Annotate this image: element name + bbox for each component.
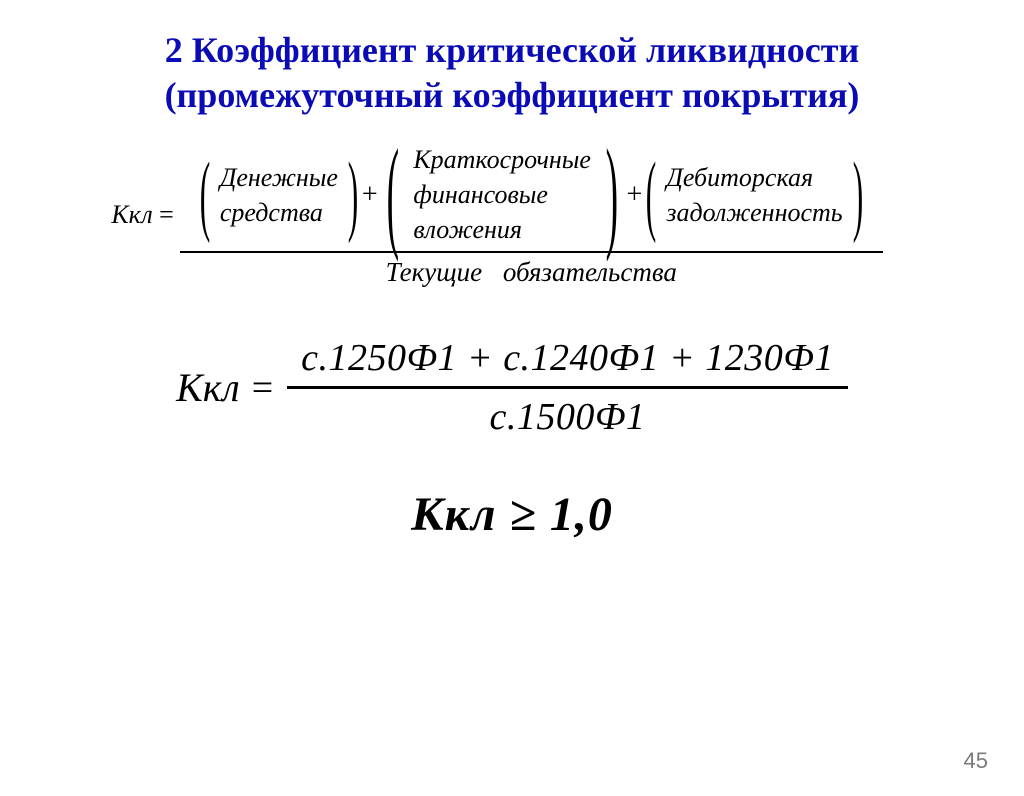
lparen-icon: ( <box>646 161 656 229</box>
formula1-denominator: Текущие обязательства <box>376 253 687 292</box>
title-line-2: (промежуточный коэффициент покрытия) <box>0 73 1024 118</box>
formula1-lhs: Ккл = <box>111 200 173 230</box>
formula1-fraction: ( Денежные средства ) + ( Краткосрочные … <box>180 138 883 292</box>
slide-title: 2 Коэффициент критической ликвидности (п… <box>0 28 1024 118</box>
term-receivables: ( Дебиторская задолженность ) <box>636 160 872 230</box>
formula-threshold: Ккл ≥ 1,0 <box>0 487 1024 542</box>
formula2-eq: = <box>252 366 273 410</box>
formula2-numerator: с.1250Ф1 + с.1240Ф1 + 1230Ф1 <box>287 330 848 386</box>
title-line-1: 2 Коэффициент критической ликвидности <box>0 28 1024 73</box>
rparen-icon: ) <box>852 161 862 229</box>
lparen-icon: ( <box>386 146 398 244</box>
term-short-invest: ( Краткосрочные финансовые вложения ) <box>372 142 633 247</box>
formula2-fraction: с.1250Ф1 + с.1240Ф1 + 1230Ф1 с.1500Ф1 <box>287 330 848 445</box>
formula2-denominator: с.1500Ф1 <box>476 389 660 445</box>
lparen-icon: ( <box>200 161 210 229</box>
term-cash: ( Денежные средства ) <box>190 160 368 230</box>
formula-codes: Ккл = с.1250Ф1 + с.1240Ф1 + 1230Ф1 с.150… <box>0 330 1024 445</box>
formula2-lhs: Ккл <box>176 364 240 411</box>
formula-word: Ккл = ( Денежные средства ) + ( Краткоср… <box>0 138 1024 292</box>
formula1-numerator: ( Денежные средства ) + ( Краткосрочные … <box>180 138 883 251</box>
rparen-icon: ) <box>605 146 617 244</box>
page-number: 45 <box>964 748 988 774</box>
rparen-icon: ) <box>348 161 358 229</box>
